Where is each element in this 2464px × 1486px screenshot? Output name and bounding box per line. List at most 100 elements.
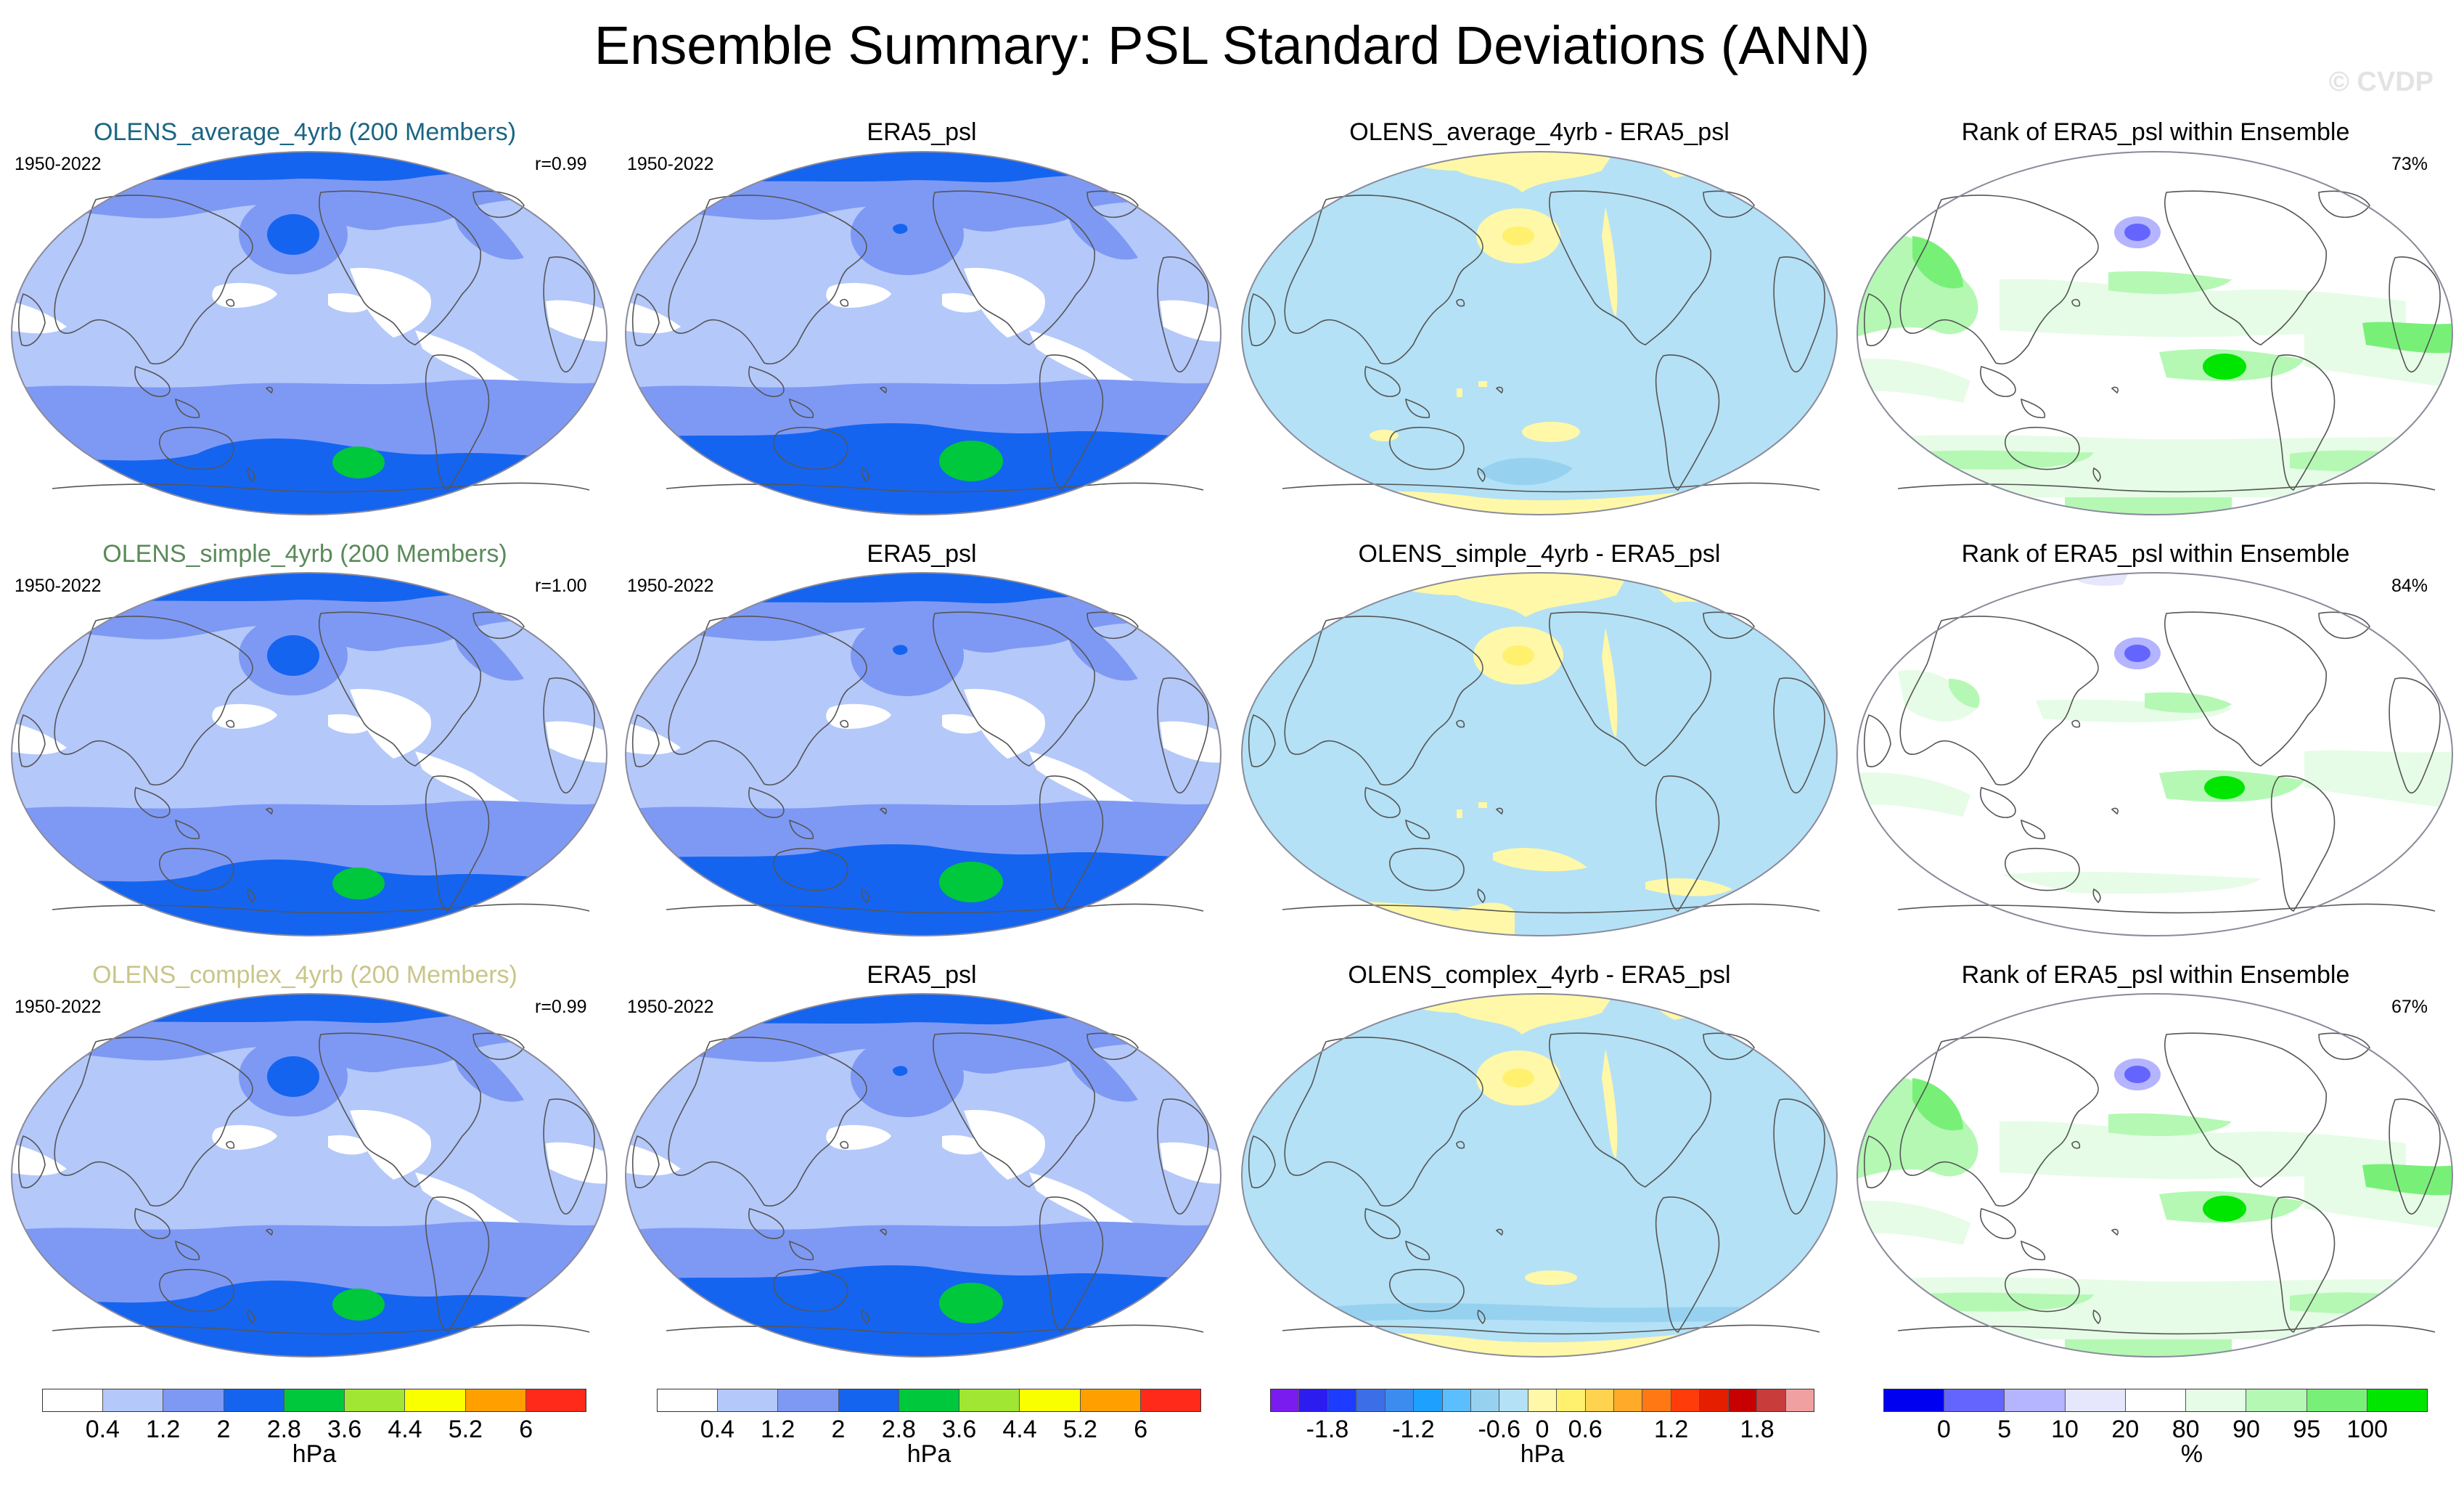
colorbar-2-box-8 xyxy=(1499,1389,1528,1411)
row2-model-r: r=1.00 xyxy=(535,576,587,596)
colorbar-3-tick: 80 xyxy=(2172,1416,2200,1443)
colorbar-2-box-0 xyxy=(1271,1389,1300,1411)
colorbar-1-tick: 2.8 xyxy=(881,1416,916,1443)
colorbar-2-box-4 xyxy=(1385,1389,1415,1411)
row1-obs-period: 1950-2022 xyxy=(627,154,714,174)
row3-model-r: r=0.99 xyxy=(535,997,587,1017)
colorbar-0-tick: 3.6 xyxy=(327,1416,362,1443)
row2-rank-map xyxy=(1854,570,2455,939)
std-colorbar-model xyxy=(42,1389,586,1412)
row3-obs-title: ERA5_psl xyxy=(867,961,977,989)
colorbar-0-tick: 1.2 xyxy=(146,1416,181,1443)
row1-rank-title: Rank of ERA5_psl within Ensemble xyxy=(1961,118,2350,146)
row2-model-title: OLENS_simple_4yrb (200 Members) xyxy=(102,540,507,568)
row3-model-map xyxy=(9,991,610,1360)
colorbar-3-box-8 xyxy=(2367,1389,2427,1411)
cvdp-watermark: © CVDP xyxy=(2328,67,2434,97)
colorbar-2-box-7 xyxy=(1470,1389,1500,1411)
colorbar-1-tick: 3.6 xyxy=(942,1416,977,1443)
row3-rank-map xyxy=(1854,991,2455,1360)
row2-diff-map xyxy=(1239,570,1840,939)
colorbar-3-tick: 100 xyxy=(2346,1416,2389,1443)
row1-model-title: OLENS_average_4yrb (200 Members) xyxy=(93,118,517,146)
row1-diff-map xyxy=(1239,149,1840,518)
colorbar-1-box-8 xyxy=(1140,1389,1200,1411)
colorbar-2-box-11 xyxy=(1585,1389,1615,1411)
colorbar-0-box-1 xyxy=(103,1389,164,1411)
figure-title: Ensemble Summary: PSL Standard Deviation… xyxy=(594,15,1870,75)
row3-diff-map xyxy=(1239,991,1840,1360)
row2-obs-map xyxy=(623,570,1224,939)
colorbar-1-tick: 2 xyxy=(831,1416,846,1443)
row3-diff-title: OLENS_complex_4yrb - ERA5_psl xyxy=(1348,961,1731,989)
row2-diff-title: OLENS_simple_4yrb - ERA5_psl xyxy=(1358,540,1721,568)
colorbar-2-box-9 xyxy=(1528,1389,1558,1411)
colorbar-1-box-6 xyxy=(1020,1389,1081,1411)
colorbar-2-box-6 xyxy=(1442,1389,1471,1411)
colorbar-3-tick: 90 xyxy=(2232,1416,2260,1443)
colorbar-2-tick: -0.6 xyxy=(1478,1416,1521,1443)
row1-obs-title: ERA5_psl xyxy=(867,118,977,146)
colorbar-3-box-4 xyxy=(2125,1389,2187,1411)
colorbar-0-box-6 xyxy=(405,1389,466,1411)
colorbar-2-box-1 xyxy=(1299,1389,1328,1411)
colorbar-1-tick: 5.2 xyxy=(1063,1416,1097,1443)
row1-model-r: r=0.99 xyxy=(535,154,587,174)
row1-model-map xyxy=(9,149,610,518)
colorbar-1-tick: 6 xyxy=(1134,1416,1148,1443)
colorbar-0-box-4 xyxy=(284,1389,345,1411)
row1-rank-pct: 73% xyxy=(2391,154,2428,174)
colorbar-2-unit: hPa xyxy=(1520,1440,1565,1468)
colorbar-2-tick: 0 xyxy=(1535,1416,1550,1443)
row1-model-period: 1950-2022 xyxy=(15,154,102,174)
row1-rank-map xyxy=(1854,149,2455,518)
colorbar-2-box-5 xyxy=(1414,1389,1443,1411)
colorbar-3-box-2 xyxy=(2005,1389,2066,1411)
colorbar-2-box-14 xyxy=(1671,1389,1700,1411)
colorbar-2-tick: 1.2 xyxy=(1653,1416,1689,1443)
colorbar-3-box-3 xyxy=(2065,1389,2126,1411)
colorbar-1-box-5 xyxy=(959,1389,1020,1411)
colorbar-1-box-2 xyxy=(778,1389,839,1411)
colorbar-3-tick: 95 xyxy=(2293,1416,2321,1443)
rank-colorbar xyxy=(1883,1389,2428,1412)
colorbar-0-tick: 2 xyxy=(216,1416,231,1443)
row3-obs-period: 1950-2022 xyxy=(627,997,714,1017)
colorbar-3-unit: % xyxy=(2180,1440,2203,1468)
colorbar-3-tick: 20 xyxy=(2111,1416,2140,1443)
colorbar-3-box-5 xyxy=(2186,1389,2247,1411)
colorbar-0-tick: 0.4 xyxy=(85,1416,120,1443)
row3-model-period: 1950-2022 xyxy=(15,997,102,1017)
row2-rank-title: Rank of ERA5_psl within Ensemble xyxy=(1961,540,2350,568)
colorbar-0-tick: 4.4 xyxy=(388,1416,422,1443)
colorbar-2-box-17 xyxy=(1757,1389,1786,1411)
colorbar-0-box-8 xyxy=(525,1389,586,1411)
colorbar-2-tick: 1.8 xyxy=(1740,1416,1775,1443)
colorbar-3-box-7 xyxy=(2307,1389,2367,1411)
row2-obs-period: 1950-2022 xyxy=(627,576,714,596)
colorbar-2-box-13 xyxy=(1642,1389,1671,1411)
row2-model-period: 1950-2022 xyxy=(15,576,102,596)
row3-rank-title: Rank of ERA5_psl within Ensemble xyxy=(1961,961,2350,989)
colorbar-0-box-3 xyxy=(224,1389,285,1411)
colorbar-3-tick: 10 xyxy=(2051,1416,2079,1443)
colorbar-0-box-7 xyxy=(465,1389,526,1411)
colorbar-2-tick: -1.8 xyxy=(1306,1416,1349,1443)
colorbar-2-box-12 xyxy=(1614,1389,1643,1411)
row1-obs-map xyxy=(623,149,1224,518)
colorbar-1-tick: 4.4 xyxy=(1002,1416,1037,1443)
colorbar-0-box-5 xyxy=(345,1389,406,1411)
colorbar-0-tick: 5.2 xyxy=(448,1416,483,1443)
colorbar-2-tick: 0.6 xyxy=(1568,1416,1603,1443)
colorbar-0-box-0 xyxy=(43,1389,104,1411)
colorbar-3-box-6 xyxy=(2246,1389,2307,1411)
colorbar-2-box-10 xyxy=(1557,1389,1586,1411)
colorbar-2-box-3 xyxy=(1356,1389,1386,1411)
colorbar-0-unit: hPa xyxy=(292,1440,337,1468)
colorbar-1-box-0 xyxy=(658,1389,719,1411)
colorbar-1-tick: 1.2 xyxy=(761,1416,795,1443)
colorbar-0-tick: 2.8 xyxy=(266,1416,301,1443)
std-colorbar-obs xyxy=(657,1389,1201,1412)
row3-rank-pct: 67% xyxy=(2391,997,2428,1017)
colorbar-2-box-15 xyxy=(1700,1389,1729,1411)
